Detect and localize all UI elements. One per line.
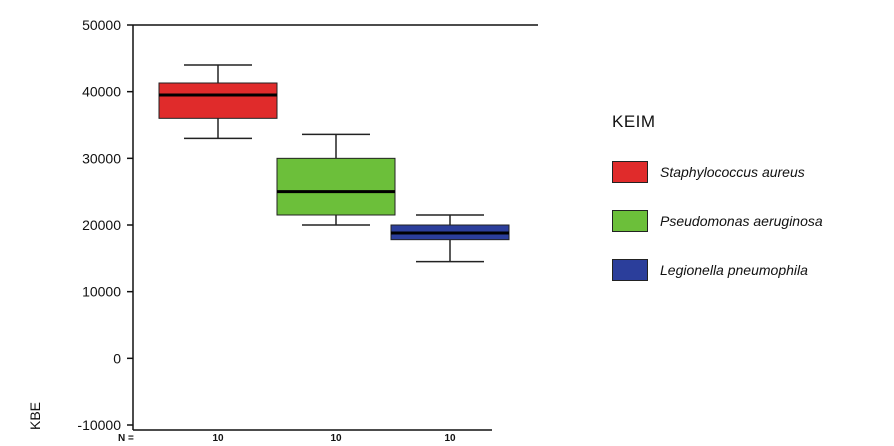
- box-1: [158, 64, 278, 140]
- legend-label: Legionella pneumophila: [660, 262, 808, 278]
- legend-items: Staphylococcus aureus Pseudomonas aerugin…: [612, 160, 823, 282]
- legend-item: Pseudomonas aeruginosa: [612, 209, 823, 233]
- y-tick-label: 50000: [82, 17, 121, 33]
- legend-swatch: [612, 210, 648, 232]
- boxes: [158, 64, 510, 263]
- legend-title: KEIM: [612, 112, 656, 131]
- legend-label: Staphylococcus aureus: [660, 164, 805, 180]
- n-labels: N = 10 10 10: [118, 433, 456, 444]
- legend-swatch: [612, 161, 648, 183]
- y-tick-label: -10000: [77, 417, 121, 433]
- n-count-label: 10: [330, 433, 342, 444]
- box-3: [390, 214, 510, 263]
- y-tick-label: 10000: [82, 284, 121, 300]
- iqr-box: [158, 82, 278, 119]
- axes: [132, 24, 538, 431]
- legend-item: Staphylococcus aureus: [612, 160, 823, 184]
- legend-swatch: [612, 259, 648, 281]
- n-prefix-label: N =: [118, 433, 134, 444]
- y-tick-label: 40000: [82, 84, 121, 100]
- box-2: [276, 133, 396, 226]
- y-axis-ticks: -10000 0 10000 20000 30000 40000 50000: [77, 17, 133, 433]
- legend: KEIM Staphylococcus aureus Pseudomonas ae…: [612, 112, 823, 307]
- y-tick-label: 30000: [82, 150, 121, 166]
- y-tick-label: 0: [113, 350, 121, 366]
- legend-item: Legionella pneumophila: [612, 258, 823, 282]
- n-count-label: 10: [212, 433, 224, 444]
- y-tick-label: 20000: [82, 217, 121, 233]
- iqr-box: [276, 157, 396, 216]
- legend-label: Pseudomonas aeruginosa: [660, 213, 823, 229]
- y-axis-label: KBE: [27, 402, 43, 430]
- n-count-label: 10: [444, 433, 456, 444]
